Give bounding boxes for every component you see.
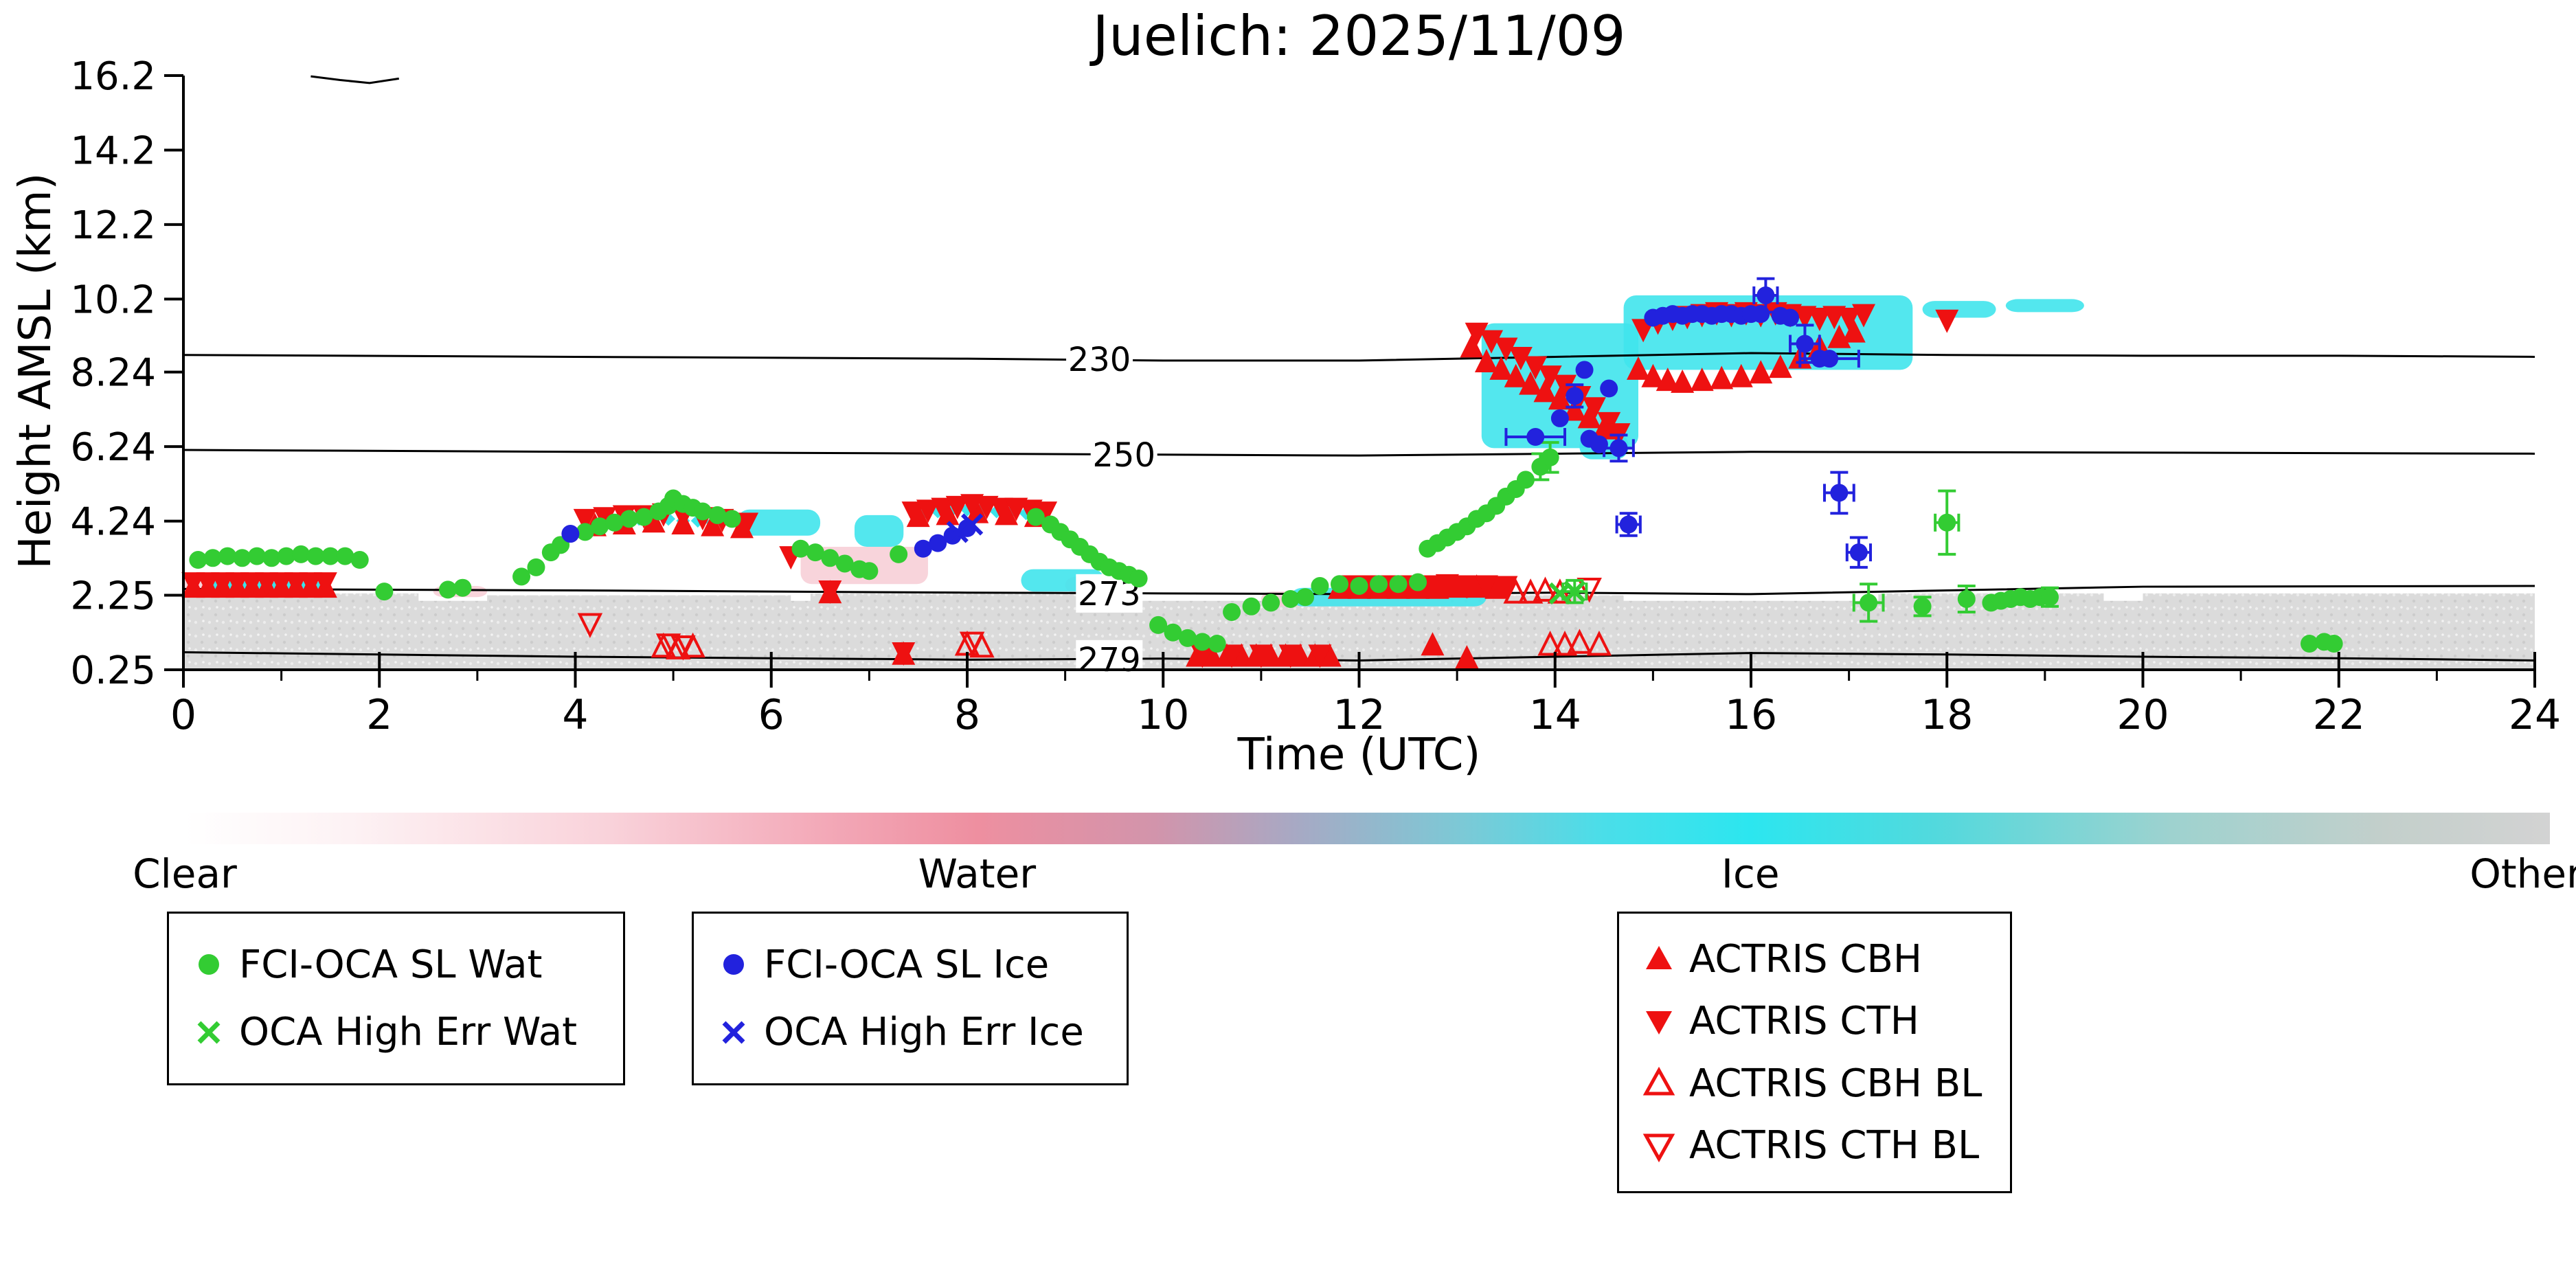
legend-item: ACTRIS CTH BL [1637, 1123, 1992, 1168]
colorbar-label-ice: Ice [1721, 850, 1780, 897]
isotherm-line [310, 75, 400, 84]
x-tick-label: 4 [562, 691, 588, 739]
legend-label: ACTRIS CTH BL [1689, 1123, 1980, 1168]
series-fci-oca-sl-ice [561, 286, 1868, 562]
legend-label: FCI-OCA SL Wat [239, 942, 543, 987]
legend-label: OCA High Err Ice [764, 1010, 1084, 1055]
x-marker-icon [712, 1010, 756, 1054]
circle-marker-icon [187, 942, 231, 986]
legend-item: OCA High Err Wat [187, 1010, 605, 1054]
legend-ice-series: FCI-OCA SL Ice OCA High Err Ice [692, 912, 1129, 1085]
legend-water-series: FCI-OCA SL Wat OCA High Err Wat [167, 912, 625, 1085]
colorbar-label-water: Water [918, 850, 1037, 897]
y-tick-label: 0.25 [70, 648, 156, 693]
x-tick-label: 6 [758, 691, 784, 739]
legend-label: ACTRIS CTH [1689, 999, 1919, 1044]
colorbar-label-clear: Clear [133, 850, 237, 897]
bg-ice-patch [2005, 299, 2084, 313]
x-tick-label: 2 [366, 691, 392, 739]
x-tick-label: 24 [2509, 691, 2561, 739]
y-tick-label: 4.24 [70, 500, 156, 545]
x-tick-label: 18 [1921, 691, 1973, 739]
legend-item: FCI-OCA SL Ice [712, 942, 1109, 987]
legend-label: ACTRIS CBH BL [1689, 1061, 1982, 1106]
legend-label: OCA High Err Wat [239, 1010, 578, 1055]
y-tick-label: 10.2 [70, 278, 156, 322]
y-axis-label: Height AMSL (km) [10, 172, 61, 569]
x-tick-label: 14 [1529, 691, 1581, 739]
plot-area: 2302502732790.252.254.246.248.2410.212.2… [70, 54, 2561, 739]
legend-actris-series: ACTRIS CBH ACTRIS CTH ACTRIS CBH BL ACTRIS … [1617, 912, 2012, 1193]
isotherm-label: 250 [1092, 436, 1155, 475]
legend-label: ACTRIS CBH [1689, 936, 1923, 982]
isotherm-label: 230 [1068, 341, 1131, 379]
bg-ice-patch [854, 515, 904, 547]
series-actris-cth-bl [577, 577, 1602, 661]
legend-item: OCA High Err Ice [712, 1010, 1109, 1054]
y-tick-label: 12.2 [70, 203, 156, 248]
y-tick-label: 2.25 [70, 574, 156, 619]
y-tick-label: 16.2 [70, 54, 156, 99]
legend-item: ACTRIS CBH BL [1637, 1061, 1992, 1106]
x-tick-label: 12 [1333, 691, 1385, 739]
category-colorbar [185, 813, 2550, 844]
colorbar-label-other: Other [2470, 850, 2576, 897]
legend-item: ACTRIS CTH [1637, 999, 1992, 1043]
x-tick-label: 20 [2116, 691, 2169, 739]
isotherm-line [183, 449, 2535, 457]
chart-title: Juelich: 2025/11/09 [1092, 4, 1626, 68]
x-tick-label: 0 [170, 691, 196, 739]
x-tick-label: 16 [1725, 691, 1777, 739]
series-fci-oca-sl-wat [189, 448, 2343, 653]
tri-up-open-marker-icon [1637, 1061, 1681, 1105]
x-marker-icon [187, 1010, 231, 1054]
y-tick-label: 8.24 [70, 351, 156, 396]
tri-down-marker-icon [1637, 999, 1681, 1043]
x-tick-label: 22 [2313, 691, 2365, 739]
x-tick-label: 10 [1137, 691, 1189, 739]
series-oca-high-err-wat [1548, 580, 1586, 605]
bg-ice-patch [1922, 301, 1996, 318]
y-tick-label: 6.24 [70, 425, 156, 470]
series-oca-high-err-ice [946, 513, 984, 543]
legend-label: FCI-OCA SL Ice [764, 942, 1050, 987]
tri-up-marker-icon [1637, 937, 1681, 981]
y-tick-label: 14.2 [70, 128, 156, 173]
isotherm-line [183, 352, 2535, 362]
legend-item: FCI-OCA SL Wat [187, 942, 605, 987]
legend-item: ACTRIS CBH [1637, 937, 1992, 982]
x-axis-label: Time (UTC) [1237, 730, 1481, 780]
x-tick-label: 8 [954, 691, 980, 739]
tri-down-open-marker-icon [1637, 1124, 1681, 1168]
isotherm-label: 279 [1078, 641, 1141, 679]
circle-marker-icon [712, 942, 756, 986]
bg-ice-patch [736, 509, 821, 536]
